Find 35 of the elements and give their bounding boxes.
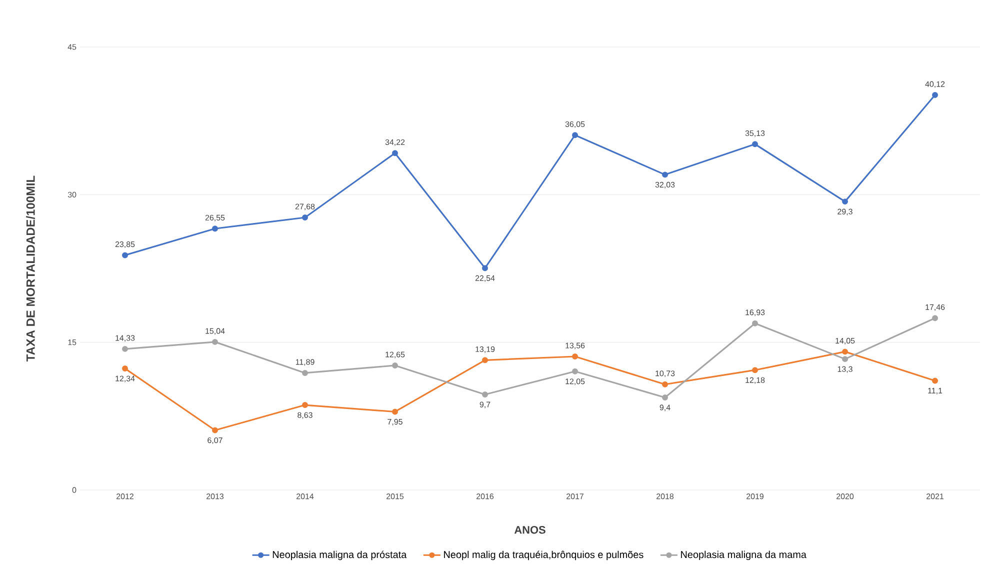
y-axis-title: TAXA DE MORTALIDADE/100MIL (26, 176, 35, 362)
point (932, 92, 938, 98)
point (212, 226, 218, 232)
point (932, 315, 938, 322)
legend-label: Neopl malig da traquéia,brônquios e pulmões (444, 550, 644, 560)
point (842, 198, 848, 205)
point (662, 172, 668, 178)
point (572, 132, 578, 138)
point (752, 367, 758, 374)
point (572, 368, 578, 374)
point (302, 214, 308, 220)
point (752, 141, 758, 148)
point (122, 252, 128, 258)
point (752, 320, 758, 326)
point (302, 370, 308, 376)
point (212, 427, 218, 434)
point (212, 338, 218, 345)
point (842, 356, 848, 362)
point (392, 362, 398, 368)
point (392, 408, 398, 415)
point (302, 402, 308, 408)
legend-label: Neoplasia maligna da mama (681, 550, 806, 560)
point (932, 378, 938, 384)
point (662, 394, 668, 400)
point (392, 150, 398, 156)
point (122, 366, 128, 372)
point (482, 357, 488, 364)
point (662, 381, 668, 388)
point (482, 392, 488, 398)
point (842, 348, 848, 355)
x-axis-title: ANOS (514, 526, 546, 534)
point (572, 354, 578, 360)
point (122, 346, 128, 352)
point (482, 265, 488, 272)
legend-label: Neoplasia maligna da próstata (272, 550, 407, 560)
